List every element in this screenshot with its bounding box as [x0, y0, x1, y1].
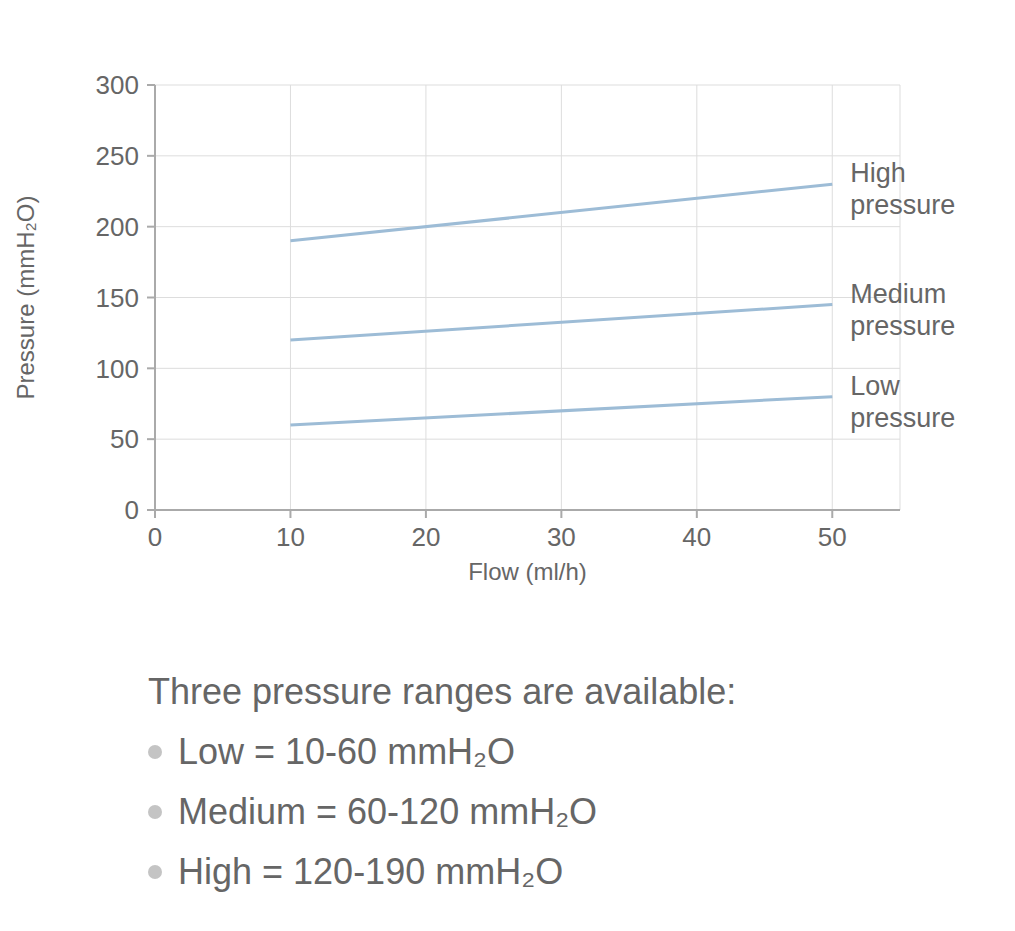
svg-text:30: 30: [547, 522, 576, 552]
html-text:Low = 10-60 mmH₂O: Low = 10-60 mmH₂O: [178, 731, 516, 772]
svg-text:300: 300: [96, 70, 139, 100]
svg-text:Pressure (mmH₂O): Pressure (mmH₂O): [12, 196, 39, 400]
html-text:Three pressure ranges are avai: Three pressure ranges are available:: [148, 671, 737, 712]
svg-text:0: 0: [148, 522, 162, 552]
svg-text:40: 40: [682, 522, 711, 552]
svg-text:Lowpressure: Lowpressure: [850, 371, 955, 433]
svg-text:150: 150: [96, 283, 139, 313]
svg-text:250: 250: [96, 141, 139, 171]
svg-text:50: 50: [110, 424, 139, 454]
svg-text:100: 100: [96, 354, 139, 384]
html-text:Medium = 60-120 mmH₂O: Medium = 60-120 mmH₂O: [178, 791, 598, 832]
html-text:High = 120-190 mmH₂O: High = 120-190 mmH₂O: [178, 851, 564, 892]
svg-text:0: 0: [125, 495, 139, 525]
svg-text:20: 20: [411, 522, 440, 552]
svg-text:Highpressure: Highpressure: [850, 158, 955, 220]
svg-text:Mediumpressure: Mediumpressure: [850, 279, 955, 341]
svg-text:200: 200: [96, 212, 139, 242]
svg-text:10: 10: [276, 522, 305, 552]
svg-text:Flow (ml/h): Flow (ml/h): [468, 558, 587, 585]
svg-text:50: 50: [818, 522, 847, 552]
